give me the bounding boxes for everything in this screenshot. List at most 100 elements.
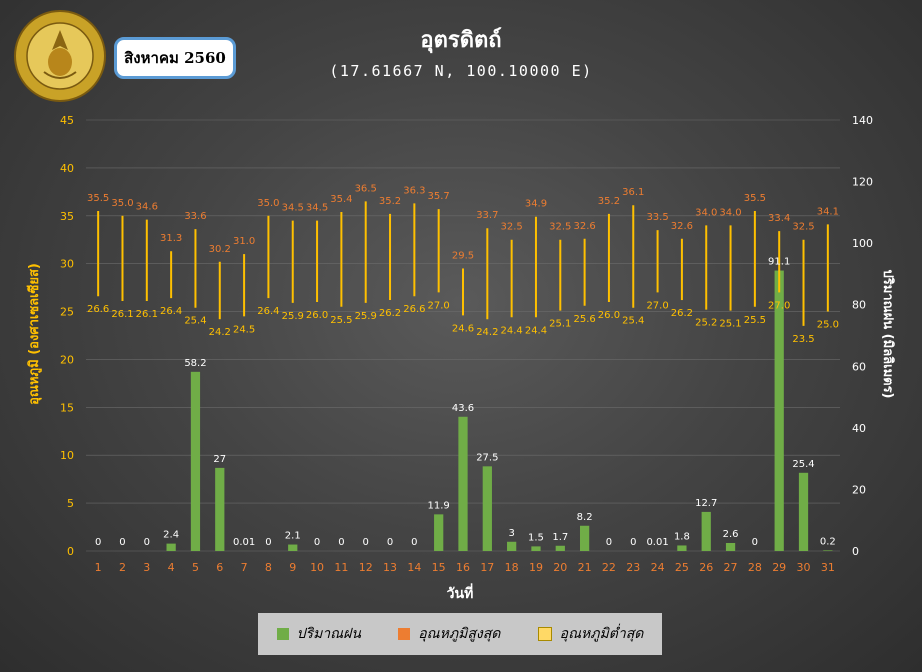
rain-value-label: 1.5 <box>528 532 544 543</box>
chart-title: อุตรดิตถ์ <box>420 28 502 53</box>
rain-value-label: 8.2 <box>577 512 593 523</box>
rain-value-label: 0.2 <box>820 536 836 547</box>
min-temp-label: 25.9 <box>355 311 377 322</box>
min-temp-label: 25.4 <box>184 316 206 327</box>
min-temp-label: 25.6 <box>573 314 595 325</box>
x-tick-label: 11 <box>334 561 348 574</box>
max-temp-label: 35.5 <box>87 193 109 204</box>
rain-value-label: 0 <box>411 537 417 548</box>
min-temp-label: 24.4 <box>501 325 523 336</box>
max-temp-label: 34.0 <box>719 207 741 218</box>
y-left-tick-label: 5 <box>67 497 74 510</box>
x-tick-label: 21 <box>578 561 592 574</box>
rain-value-label: 2.6 <box>723 529 739 540</box>
max-temp-label: 33.5 <box>646 212 668 223</box>
x-tick-label: 14 <box>407 561 421 574</box>
rain-bar <box>579 525 590 551</box>
rain-value-label: 0 <box>387 537 393 548</box>
rain-value-label: 0 <box>119 537 125 548</box>
rain-value-label: 0 <box>630 537 636 548</box>
rain-value-label: 2.4 <box>163 530 179 541</box>
min-temp-label: 27.0 <box>646 300 668 311</box>
rain-bar <box>288 544 298 551</box>
min-temp-label: 24.5 <box>233 324 255 335</box>
y-right-tick-label: 140 <box>852 114 873 127</box>
y-left-tick-label: 0 <box>67 545 74 558</box>
rain-value-label: 2.1 <box>285 531 301 542</box>
rain-bar <box>798 472 809 551</box>
y-axis-right-title: ปริมาณฝน (มิลลิเมตร) <box>880 269 895 398</box>
y-left-tick-label: 15 <box>60 401 74 414</box>
min-temp-label: 26.0 <box>598 310 620 321</box>
min-temp-label: 26.4 <box>160 306 182 317</box>
rain-bar <box>507 541 517 551</box>
y-left-tick-label: 10 <box>60 449 74 462</box>
x-tick-label: 29 <box>772 561 786 574</box>
max-temp-label: 31.0 <box>233 236 255 247</box>
x-tick-label: 10 <box>310 561 324 574</box>
max-temp-label: 35.7 <box>428 191 450 202</box>
legend: ปริมาณฝน อุณหภูมิสูงสุด อุณหภูมิต่ำสุด <box>258 613 662 655</box>
rain-value-label: 0 <box>606 537 612 548</box>
max-temp-label: 32.5 <box>549 222 571 233</box>
y-right-tick-label: 40 <box>852 422 866 435</box>
min-temp-label: 26.1 <box>111 309 133 320</box>
max-temp-label: 32.6 <box>671 221 693 232</box>
rain-value-label: 25.4 <box>792 459 814 470</box>
max-temp-label: 30.2 <box>209 244 231 255</box>
max-temp-label: 33.7 <box>476 210 498 221</box>
min-temp-label: 24.2 <box>209 327 231 338</box>
max-temp-label: 33.6 <box>184 211 206 222</box>
min-temp-label: 27.0 <box>428 300 450 311</box>
y-left-tick-label: 20 <box>60 353 74 366</box>
legend-swatch-max-temp <box>398 628 411 640</box>
rain-bar <box>434 514 444 551</box>
y-left-tick-label: 35 <box>60 210 74 223</box>
rain-bar <box>774 270 784 551</box>
x-tick-label: 22 <box>602 561 616 574</box>
month-label-box: สิงหาคม 2560 <box>114 37 236 79</box>
x-tick-label: 19 <box>529 561 543 574</box>
y-left-tick-label: 25 <box>60 306 74 319</box>
rain-value-label: 0 <box>338 537 344 548</box>
min-temp-label: 26.6 <box>403 304 425 315</box>
x-tick-label: 8 <box>265 561 272 574</box>
legend-label-max-temp: อุณหภูมิสูงสุด <box>418 626 501 642</box>
max-temp-label: 34.1 <box>817 206 839 217</box>
y-axis-left-title: อุณหภูมิ (องศาเซลเซียส) <box>26 263 42 405</box>
min-temp-label: 24.2 <box>476 327 498 338</box>
min-temp-label: 26.2 <box>379 308 401 319</box>
chart-subtitle-coordinates: (17.61667 N, 100.10000 E) <box>329 62 593 80</box>
y-right-tick-label: 100 <box>852 237 873 250</box>
rain-value-label: 58.2 <box>184 358 206 369</box>
max-temp-label: 29.5 <box>452 250 474 261</box>
max-temp-label: 35.0 <box>111 198 133 209</box>
legend-swatch-min-temp <box>537 627 552 641</box>
rain-value-label: 0 <box>144 537 150 548</box>
x-tick-label: 6 <box>216 561 223 574</box>
rain-bar <box>458 416 468 551</box>
month-label: สิงหาคม 2560 <box>124 49 226 67</box>
rain-bar <box>166 543 176 551</box>
rain-value-label: 0 <box>314 537 320 548</box>
y-right-tick-label: 20 <box>852 483 866 496</box>
x-tick-label: 4 <box>168 561 175 574</box>
legend-label-min-temp: อุณหภูมิต่ำสุด <box>559 626 644 642</box>
max-temp-label: 34.9 <box>525 199 547 210</box>
rain-bar <box>190 371 201 551</box>
rain-bar <box>823 550 833 551</box>
max-temp-label: 36.3 <box>403 185 425 196</box>
x-tick-label: 13 <box>383 561 397 574</box>
legend-swatch-rain <box>276 628 289 640</box>
x-tick-label: 23 <box>626 561 640 574</box>
x-tick-label: 17 <box>480 561 494 574</box>
min-temp-label: 26.6 <box>87 304 109 315</box>
min-temp-label: 25.2 <box>695 318 717 329</box>
rain-value-label: 43.6 <box>452 403 474 414</box>
legend-item-max-temp: อุณหภูมิสูงสุด <box>398 623 500 645</box>
max-temp-label: 36.5 <box>355 183 377 194</box>
x-tick-label: 9 <box>289 561 296 574</box>
min-temp-label: 26.4 <box>257 306 279 317</box>
